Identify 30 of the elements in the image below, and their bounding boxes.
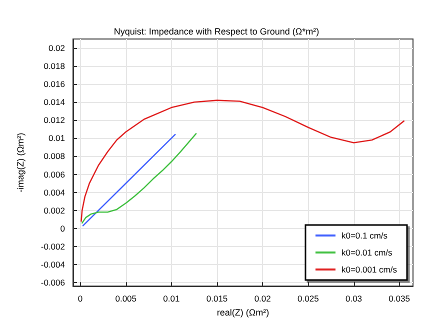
y-tick-label: 0.014 [44,97,66,108]
x-tick-label: 0 [78,294,83,304]
y-tick-label: 0.002 [44,205,66,216]
y-tick-label: -0.006 [40,277,66,288]
x-tick-label: 0.03 [345,294,362,304]
x-tick-label: 0.015 [206,294,228,304]
legend-label: k0=0.1 cm/s [341,230,388,240]
y-tick-label: -0.002 [40,241,66,252]
y-tick-label: 0.018 [44,61,66,72]
y-axis-title: -imag(Z) (Ωm²) [16,132,26,192]
x-tick-label: 0.025 [298,294,320,304]
y-tick-label: 0.02 [48,43,66,54]
y-tick-label: 0.004 [44,187,66,198]
y-tick-label: 0 [60,223,66,234]
x-tick-label: 0.005 [115,294,137,304]
y-tick-label: 0.012 [44,115,66,126]
x-tick-label: 0.02 [254,294,272,304]
line-series [80,100,405,222]
y-tick-label: 0.01 [48,133,66,144]
y-tick-label: 0.006 [44,169,66,180]
x-tick-label: 0.035 [388,294,410,304]
y-tick-label: 0.008 [44,151,66,162]
line-series [81,133,197,224]
chart-title: Nyquist: Impedance with Respect to Ground (Ω*m²) [114,26,320,36]
x-axis-title: real(Z) (Ωm²) [216,308,270,318]
y-tick-label: -0.004 [40,259,66,270]
y-tick-label: 0.016 [44,79,66,90]
x-tick-label: 0.01 [163,294,180,304]
legend-label: k0=0.01 cm/s [341,248,392,258]
legend-label: k0=0.001 cm/s [341,264,397,274]
